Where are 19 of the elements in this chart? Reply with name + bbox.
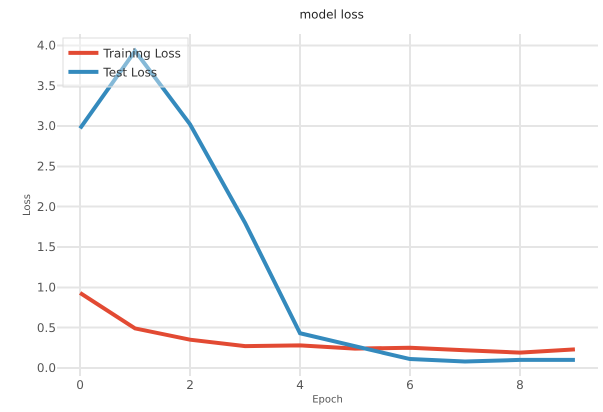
y-tick-label: 2.5 <box>36 159 56 174</box>
y-tick-label: 4.0 <box>36 38 56 52</box>
y-tick-label: 3.0 <box>36 119 56 134</box>
x-tick-label: 2 <box>186 378 194 392</box>
x-tick-label: 4 <box>296 378 304 392</box>
line-series <box>78 48 577 364</box>
y-tick-label: 2.0 <box>36 200 56 214</box>
line-series <box>78 290 577 355</box>
x-tick-label: 0 <box>76 378 84 392</box>
y-axis-title: Loss <box>22 194 33 216</box>
y-tick-label: 1.5 <box>36 240 56 254</box>
y-tick-label: 1.0 <box>36 280 56 294</box>
x-axis-title: Epoch <box>312 394 343 406</box>
y-tick-label: 3.5 <box>36 78 56 93</box>
y-tick-label: 0.0 <box>36 361 56 376</box>
y-tick-label: 0.5 <box>36 320 56 335</box>
x-tick-label: 6 <box>406 378 414 392</box>
chart-title: model loss <box>299 8 364 22</box>
x-tick-label: 8 <box>516 378 524 392</box>
